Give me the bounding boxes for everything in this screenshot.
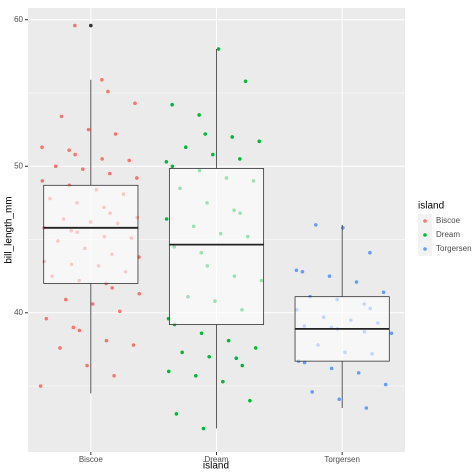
point <box>199 331 204 336</box>
point <box>221 379 225 384</box>
y-tick-label: 50 <box>14 161 23 170</box>
point <box>381 290 386 295</box>
outlier <box>89 23 93 28</box>
point <box>337 397 342 402</box>
point <box>71 325 76 330</box>
y-axis-title: bill_length_mm <box>4 196 15 263</box>
point <box>38 384 43 388</box>
point <box>40 179 45 183</box>
x-tick-label: Torgersen <box>324 455 360 464</box>
legend-label: Dream <box>436 230 460 239</box>
point <box>113 132 118 136</box>
point <box>170 102 174 107</box>
point <box>226 338 231 343</box>
point <box>294 268 299 273</box>
point <box>234 356 239 361</box>
point <box>180 350 184 355</box>
point <box>243 79 248 84</box>
point <box>354 280 359 284</box>
point <box>327 274 332 278</box>
point <box>238 157 242 161</box>
box <box>43 184 139 284</box>
point <box>80 167 85 171</box>
point <box>67 148 71 152</box>
point <box>90 302 95 306</box>
point <box>73 23 77 28</box>
point <box>58 346 62 350</box>
point <box>59 114 64 119</box>
point <box>44 316 49 321</box>
point <box>73 152 77 157</box>
point <box>302 360 307 365</box>
point <box>368 250 372 255</box>
legend-swatch <box>423 247 427 251</box>
y-tick-label: 60 <box>14 15 23 24</box>
point <box>240 363 245 368</box>
point <box>194 374 198 378</box>
point <box>86 127 91 132</box>
point <box>164 160 169 164</box>
point <box>174 412 179 416</box>
point <box>104 338 109 343</box>
point <box>106 89 110 94</box>
point <box>53 164 58 169</box>
y-tick-label: 40 <box>14 308 23 317</box>
point <box>63 297 68 302</box>
point <box>364 406 369 410</box>
legend-swatch <box>423 233 427 237</box>
point <box>329 366 334 371</box>
x-tick-label: Biscoe <box>79 455 104 464</box>
point <box>85 363 89 368</box>
point <box>389 331 394 336</box>
point <box>207 354 211 359</box>
point <box>211 152 215 157</box>
point <box>170 164 175 169</box>
box <box>168 168 265 325</box>
point <box>248 398 252 403</box>
point <box>257 139 262 144</box>
point <box>100 78 104 82</box>
point <box>166 369 171 374</box>
legend-label: Torgersen <box>436 244 472 253</box>
x-tick-label: Dream <box>204 455 228 464</box>
point <box>107 171 112 176</box>
point <box>100 157 104 161</box>
point <box>314 223 318 227</box>
legend-label: Biscoe <box>436 216 461 225</box>
point <box>127 158 131 163</box>
x-axis-title: island <box>203 461 229 472</box>
point <box>310 390 315 394</box>
point <box>110 286 114 290</box>
point <box>135 176 139 180</box>
point <box>40 145 44 150</box>
point <box>131 343 136 347</box>
point <box>216 47 221 51</box>
point <box>300 269 305 274</box>
point <box>137 291 142 296</box>
point <box>341 226 345 230</box>
legend-swatch <box>423 219 427 223</box>
point <box>77 328 82 333</box>
point <box>203 132 207 136</box>
point <box>183 145 188 150</box>
point <box>253 346 258 350</box>
legend-title: island <box>418 201 444 212</box>
point <box>118 309 122 314</box>
point <box>112 374 116 378</box>
point <box>383 382 388 387</box>
point <box>133 101 137 106</box>
point <box>230 135 235 139</box>
point <box>197 113 201 117</box>
point <box>356 371 361 375</box>
point <box>164 217 169 221</box>
point <box>201 426 206 431</box>
